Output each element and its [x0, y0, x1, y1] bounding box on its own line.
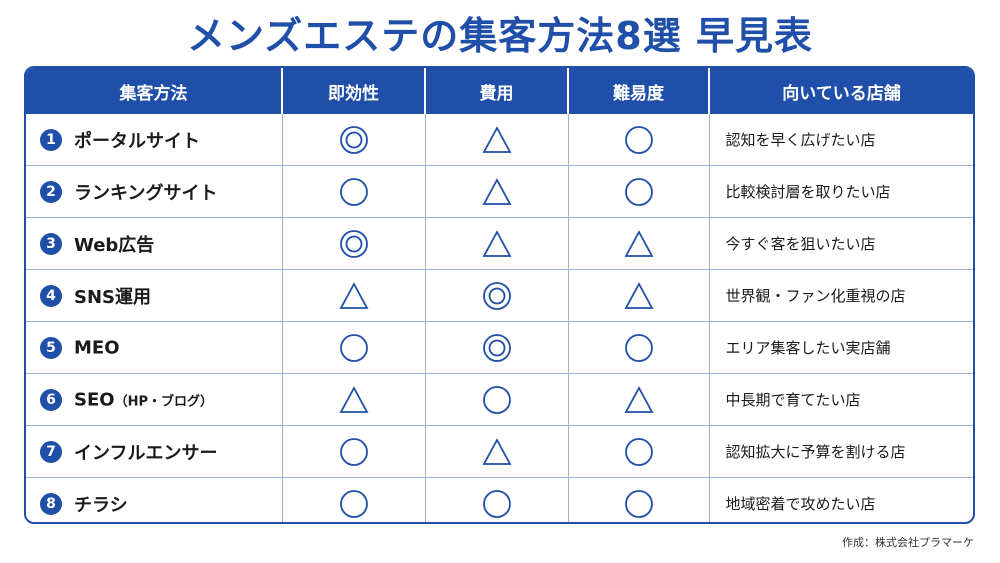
rating-cell-cost — [425, 425, 569, 478]
method-cell: 4 SNS運用 — [26, 269, 283, 322]
row-number-badge: 8 — [40, 492, 62, 515]
header-cost: 費用 — [425, 68, 569, 114]
rating-cell-difficulty — [568, 114, 710, 166]
circle-icon — [624, 333, 654, 362]
method-name: ランキングサイト — [74, 182, 218, 204]
row-number-badge: 1 — [40, 128, 62, 151]
rating-cell-cost — [425, 321, 569, 374]
suited-store-cell: 地域密着で攻めたい店 — [709, 477, 973, 522]
method-name: MEO — [74, 337, 120, 358]
table-header-row: 集客方法 即効性 費用 難易度 向いている店舗 — [26, 68, 973, 114]
suited-store-cell: 認知拡大に予算を割ける店 — [709, 425, 973, 478]
rating-cell-cost — [425, 217, 569, 270]
credit-text: 作成：株式会社プラマーケ — [842, 536, 974, 549]
rating-cell-cost — [425, 165, 569, 218]
rating-cell-difficulty — [568, 165, 710, 218]
circle-icon — [624, 437, 654, 466]
method-cell: 6 SEO（HP・ブログ） — [26, 373, 283, 426]
rating-cell-cost — [425, 114, 569, 166]
triangle-icon — [481, 229, 512, 257]
table-row: 6 SEO（HP・ブログ） 中長期で育てたい店 — [26, 373, 973, 426]
circle-icon — [339, 489, 369, 518]
suited-store-cell: 比較検討層を取りたい店 — [709, 165, 973, 218]
rating-cell-speed — [282, 165, 426, 218]
header-difficulty: 難易度 — [568, 68, 710, 114]
double-circle-icon — [339, 229, 369, 258]
circle-icon — [339, 437, 369, 466]
row-number-badge: 7 — [40, 440, 62, 463]
double-circle-icon — [339, 125, 369, 154]
rating-cell-speed — [282, 114, 426, 166]
row-number-badge: 4 — [40, 284, 62, 307]
rating-cell-difficulty — [568, 321, 710, 374]
header-suited-store: 向いている店舗 — [709, 68, 973, 114]
rating-cell-speed — [282, 373, 426, 426]
comparison-table: 集客方法 即効性 費用 難易度 向いている店舗 1 ポータルサイト 認知を早く広げた… — [24, 66, 975, 524]
triangle-icon — [338, 385, 369, 413]
table-row: 8 チラシ 地域密着で攻めたい店 — [26, 477, 973, 522]
circle-icon — [624, 177, 654, 206]
method-cell: 7 インフルエンサー — [26, 425, 283, 478]
triangle-icon — [481, 125, 512, 153]
row-number-badge: 3 — [40, 232, 62, 255]
circle-icon — [482, 489, 512, 518]
rating-cell-difficulty — [568, 477, 710, 522]
method-cell: 2 ランキングサイト — [26, 165, 283, 218]
rating-cell-difficulty — [568, 269, 710, 322]
rating-cell-speed — [282, 477, 426, 522]
suited-store-cell: エリア集客したい実店舗 — [709, 321, 973, 374]
triangle-icon — [481, 437, 512, 465]
method-cell: 1 ポータルサイト — [26, 114, 283, 166]
method-name: SNS運用 — [74, 286, 151, 308]
row-number-badge: 5 — [40, 336, 62, 359]
rating-cell-speed — [282, 269, 426, 322]
method-name: Web広告 — [74, 234, 155, 256]
circle-icon — [339, 177, 369, 206]
method-name: ポータルサイト — [74, 130, 200, 152]
table-row: 3 Web広告 今すぐ客を狙いたい店 — [26, 217, 973, 270]
header-method: 集客方法 — [26, 68, 283, 114]
suited-store-cell: 中長期で育てたい店 — [709, 373, 973, 426]
rating-cell-difficulty — [568, 217, 710, 270]
table-row: 1 ポータルサイト 認知を早く広げたい店 — [26, 114, 973, 166]
circle-icon — [624, 489, 654, 518]
rating-cell-speed — [282, 321, 426, 374]
circle-icon — [482, 385, 512, 414]
double-circle-icon — [482, 333, 512, 362]
rating-cell-difficulty — [568, 425, 710, 478]
triangle-icon — [338, 281, 369, 309]
circle-icon — [624, 125, 654, 154]
method-name: インフルエンサー — [74, 442, 218, 464]
method-name: SEO — [74, 389, 115, 410]
row-number-badge: 6 — [40, 388, 62, 411]
triangle-icon — [481, 177, 512, 205]
circle-icon — [339, 333, 369, 362]
rating-cell-speed — [282, 217, 426, 270]
rating-cell-difficulty — [568, 373, 710, 426]
method-name: チラシ — [74, 494, 128, 516]
triangle-icon — [623, 229, 654, 257]
method-cell: 5 MEO — [26, 321, 283, 374]
rating-cell-speed — [282, 425, 426, 478]
method-cell: 3 Web広告 — [26, 217, 283, 270]
table-row: 4 SNS運用 世界観・ファン化重視の店 — [26, 269, 973, 322]
row-number-badge: 2 — [40, 180, 62, 203]
rating-cell-cost — [425, 477, 569, 522]
method-cell: 8 チラシ — [26, 477, 283, 522]
rating-cell-cost — [425, 269, 569, 322]
rating-cell-cost — [425, 373, 569, 426]
double-circle-icon — [482, 281, 512, 310]
page-title: メンズエステの集客方法8選 早見表 — [187, 14, 813, 58]
suited-store-cell: 認知を早く広げたい店 — [725, 131, 876, 149]
method-suffix: （HP・ブログ） — [114, 394, 213, 409]
suited-store-cell: 今すぐ客を狙いたい店 — [709, 217, 973, 270]
triangle-icon — [623, 281, 654, 309]
table-row: 7 インフルエンサー 認知拡大に予算を割ける店 — [26, 425, 973, 478]
suited-store-cell: 世界観・ファン化重視の店 — [709, 269, 973, 322]
table-row: 2 ランキングサイト 比較検討層を取りたい店 — [26, 165, 973, 218]
header-speed: 即効性 — [282, 68, 426, 114]
triangle-icon — [623, 385, 654, 413]
table-row: 5 MEO エリア集客したい実店舗 — [26, 321, 973, 374]
